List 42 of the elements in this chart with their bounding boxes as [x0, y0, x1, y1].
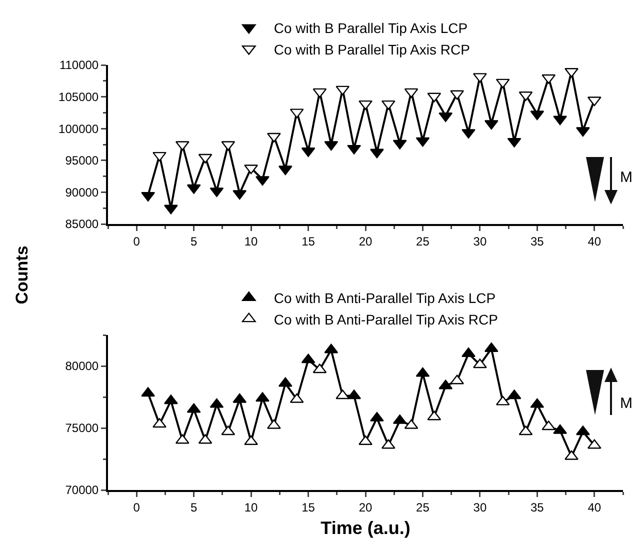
x-tick-label: 30 [473, 500, 487, 514]
annotation: M [620, 169, 632, 186]
x-tick-label: 20 [358, 500, 372, 514]
x-tick-label: 30 [473, 234, 487, 248]
x-tick-label: 15 [302, 500, 316, 514]
x-tick-label: 5 [190, 234, 198, 248]
y-tick-label: 70000 [65, 483, 99, 498]
point [152, 152, 166, 162]
point [256, 176, 270, 186]
point [462, 129, 476, 139]
x-tick-label: 40 [588, 234, 602, 248]
point [256, 392, 270, 402]
annotation: M [620, 395, 632, 412]
x-tick-label: 10 [244, 500, 258, 514]
y-tick-label: 90000 [65, 185, 99, 200]
y-tick-label: 95000 [65, 154, 99, 168]
legend-label: Co with B Parallel Tip Axis RCP [274, 41, 470, 58]
x-tick-label: 35 [530, 234, 544, 248]
y-tick-label: 100000 [58, 122, 99, 136]
y-tick-label: 105000 [58, 90, 99, 104]
x-tick-label: 25 [416, 500, 430, 514]
x-tick-label: 10 [244, 234, 258, 248]
point [152, 418, 166, 428]
x-tick-label: 25 [416, 234, 430, 248]
y-axis-title: Counts [12, 246, 32, 304]
x-axis-title: Time (a.u.) [320, 518, 410, 538]
y-tick-label: 75000 [65, 421, 99, 436]
x-tick-label: 15 [302, 234, 316, 248]
x-tick-label: 35 [530, 500, 544, 514]
y-tick-label: 85000 [65, 217, 99, 232]
legend-label: Co with B Parallel Tip Axis LCP [274, 20, 468, 36]
legend-label: Co with B Anti-Parallel Tip Axis RCP [274, 311, 498, 328]
y-tick-label: 80000 [65, 359, 99, 374]
point [358, 100, 372, 110]
x-tick-label: 20 [358, 234, 372, 248]
x-tick-label: 40 [588, 500, 602, 514]
x-tick-label: 0 [133, 500, 140, 514]
x-tick-label: 5 [190, 500, 198, 514]
x-tick-label: 0 [133, 234, 140, 248]
legend-label: Co with B Anti-Parallel Tip Axis LCP [274, 290, 496, 306]
point [564, 450, 578, 460]
y-tick-label: 110000 [59, 58, 99, 72]
